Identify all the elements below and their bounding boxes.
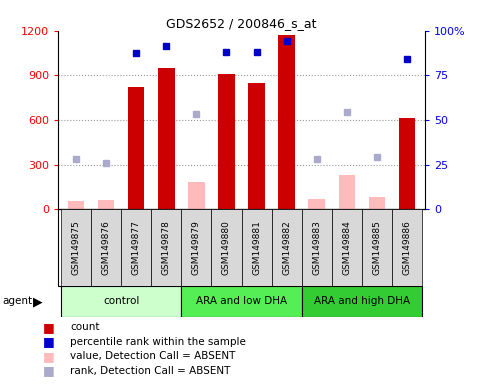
- Bar: [362, 209, 392, 286]
- Text: GSM149878: GSM149878: [162, 220, 171, 275]
- Bar: [309, 199, 325, 209]
- Text: ▶: ▶: [33, 295, 43, 308]
- Text: GSM149877: GSM149877: [132, 220, 141, 275]
- Text: GSM149881: GSM149881: [252, 220, 261, 275]
- Bar: [339, 175, 355, 209]
- Bar: [181, 209, 212, 286]
- Text: GSM149885: GSM149885: [372, 220, 382, 275]
- Bar: [61, 286, 181, 317]
- Text: GSM149880: GSM149880: [222, 220, 231, 275]
- Text: rank, Detection Call = ABSENT: rank, Detection Call = ABSENT: [70, 366, 230, 376]
- Bar: [369, 197, 385, 209]
- Bar: [68, 201, 85, 209]
- Bar: [61, 209, 91, 286]
- Bar: [398, 118, 415, 209]
- Bar: [302, 209, 332, 286]
- Bar: [392, 209, 422, 286]
- Bar: [188, 182, 205, 209]
- Text: ■: ■: [43, 335, 54, 348]
- Text: ■: ■: [43, 364, 54, 377]
- Text: ARA and high DHA: ARA and high DHA: [314, 296, 410, 306]
- Text: count: count: [70, 322, 99, 332]
- Bar: [271, 209, 302, 286]
- Bar: [151, 209, 181, 286]
- Bar: [278, 35, 295, 209]
- Bar: [242, 209, 271, 286]
- Bar: [218, 74, 235, 209]
- Text: GSM149875: GSM149875: [71, 220, 81, 275]
- Text: GDS2652 / 200846_s_at: GDS2652 / 200846_s_at: [166, 17, 317, 30]
- Text: GSM149879: GSM149879: [192, 220, 201, 275]
- Text: agent: agent: [2, 296, 32, 306]
- Text: value, Detection Call = ABSENT: value, Detection Call = ABSENT: [70, 351, 235, 361]
- Text: GSM149876: GSM149876: [101, 220, 111, 275]
- Text: GSM149883: GSM149883: [312, 220, 321, 275]
- Text: ■: ■: [43, 350, 54, 363]
- Text: percentile rank within the sample: percentile rank within the sample: [70, 337, 246, 347]
- Bar: [302, 286, 422, 317]
- Bar: [248, 83, 265, 209]
- Bar: [332, 209, 362, 286]
- Text: GSM149886: GSM149886: [402, 220, 412, 275]
- Text: ARA and low DHA: ARA and low DHA: [196, 296, 287, 306]
- Bar: [212, 209, 242, 286]
- Bar: [128, 87, 144, 209]
- Text: control: control: [103, 296, 139, 306]
- Bar: [158, 68, 174, 209]
- Bar: [181, 286, 302, 317]
- Bar: [121, 209, 151, 286]
- Bar: [91, 209, 121, 286]
- Bar: [98, 200, 114, 209]
- Text: GSM149884: GSM149884: [342, 220, 351, 275]
- Text: GSM149882: GSM149882: [282, 220, 291, 275]
- Text: ■: ■: [43, 321, 54, 334]
